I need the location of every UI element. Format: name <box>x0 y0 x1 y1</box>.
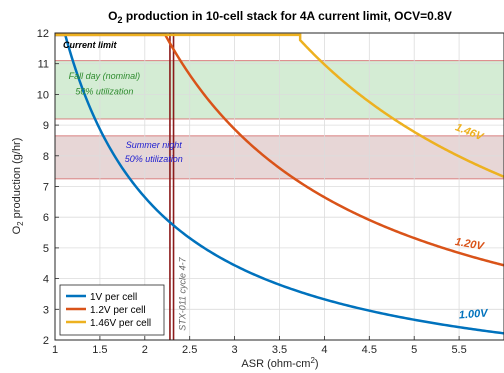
y-axis-label-rest: production (g/hr) <box>11 138 23 222</box>
series-line-2 <box>55 33 504 178</box>
y-tick-label-9: 11 <box>38 59 49 71</box>
x-tick-label-8: 5 <box>411 344 417 356</box>
title-main: O <box>108 9 117 23</box>
chart-title: O2 production in 10-cell stack for 4A cu… <box>108 9 452 25</box>
x-tick-label-6: 4 <box>321 344 327 356</box>
y-tick-label-3: 5 <box>43 243 49 255</box>
curve-layer <box>55 33 504 335</box>
legend-label-1-46v: 1.46V per cell <box>90 318 151 329</box>
y-tick-label-0: 2 <box>43 335 49 347</box>
x-axis-label: ASR (ohm-cm2) <box>241 356 318 370</box>
curve-label-1-2v: 1.20V <box>454 236 486 253</box>
y-tick-layer: 2 3 4 5 6 7 8 9 10 11 12 <box>37 28 59 347</box>
x-tick-label-5: 3.5 <box>272 344 287 356</box>
x-tick-label-1: 1.5 <box>92 344 107 356</box>
fall-band-label-line2: 50% utilization <box>75 86 133 96</box>
legend-label-1v: 1V per cell <box>90 292 137 303</box>
y-axis-label-main: O <box>11 225 23 234</box>
fall-band-label-line1: Fall day (nominal) <box>69 71 141 81</box>
y-tick-label-2: 4 <box>43 274 49 286</box>
y-tick-label-6: 8 <box>43 151 49 163</box>
y-tick-label-8: 10 <box>37 89 49 101</box>
series-line-0 <box>55 33 504 335</box>
x-tick-label-9: 5.5 <box>451 344 466 356</box>
stx-marker-layer <box>169 33 175 340</box>
x-tick-label-2: 2 <box>142 344 148 356</box>
y-tick-label-7: 9 <box>43 120 49 132</box>
summer-band-label-line1: Summer night <box>126 140 183 150</box>
y-tick-label-10: 12 <box>37 28 49 40</box>
title-subscript: 2 <box>118 15 123 25</box>
x-tick-layer: 1 1.5 2 2.5 3 3.5 4 4.5 5 5.5 <box>52 336 467 356</box>
curve-label-1v: 1.00V <box>458 307 489 321</box>
y-tick-label-4: 6 <box>43 212 49 224</box>
legend-label-1-2v: 1.2V per cell <box>90 305 146 316</box>
stx-cycle-label: STX-011 cycle 4-7 <box>178 256 188 330</box>
x-axis-label-sup: 2 <box>310 356 315 365</box>
series-line-1 <box>55 33 504 267</box>
y-axis-label: O2 production (g/hr) <box>11 138 25 235</box>
y-axis-label-sub: 2 <box>16 221 25 226</box>
y-tick-label-5: 7 <box>43 182 49 194</box>
y-tick-label-1: 3 <box>43 304 49 316</box>
x-tick-label-3: 2.5 <box>182 344 197 356</box>
summer-band-label-line2: 50% utilization <box>125 154 183 164</box>
x-tick-label-4: 3 <box>232 344 238 356</box>
x-axis-label-main: ASR (ohm-cm <box>241 358 310 370</box>
title-rest: production in 10-cell stack for 4A curre… <box>123 9 452 23</box>
x-axis-label-end: ) <box>315 358 319 370</box>
x-tick-label-0: 1 <box>52 344 58 356</box>
x-tick-label-7: 4.5 <box>362 344 377 356</box>
current-limit-label: Current limit <box>63 40 118 50</box>
legend: 1V per cell 1.2V per cell 1.46V per cell <box>59 284 165 336</box>
